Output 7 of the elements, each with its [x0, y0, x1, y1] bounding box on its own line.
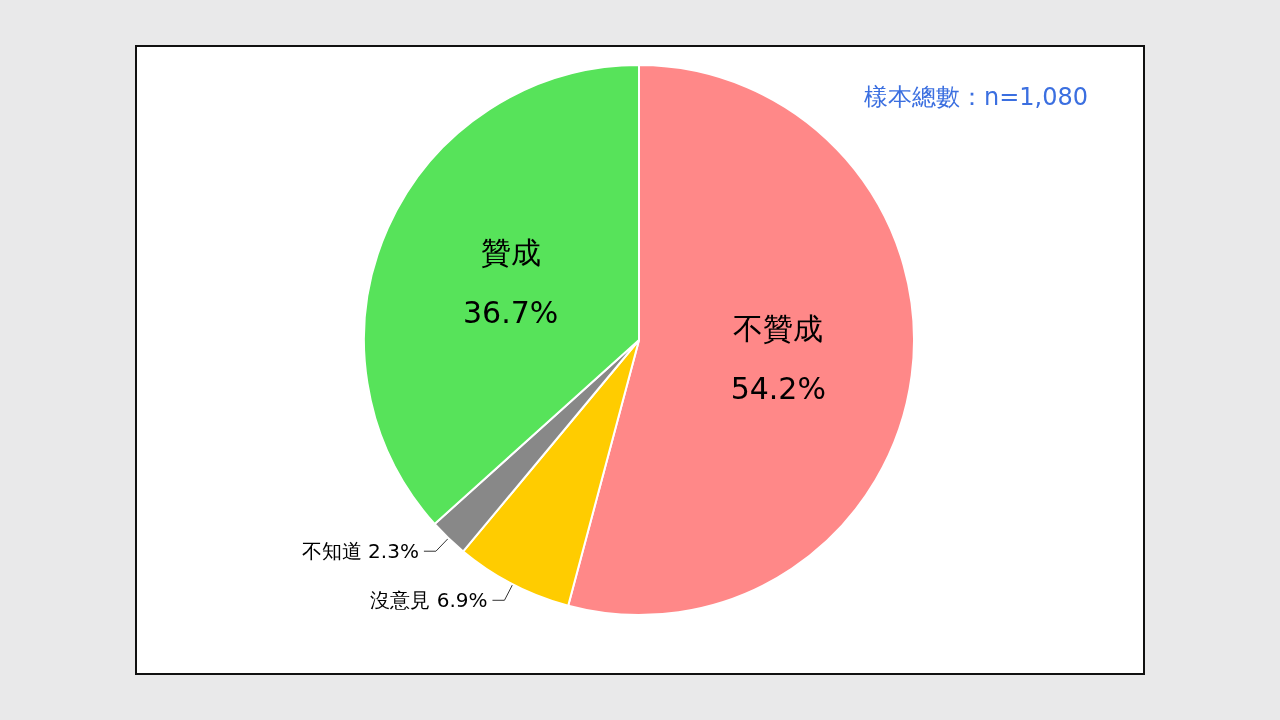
text: 樣本總數：n=1,080 — [863, 83, 1088, 111]
slice-label: 不知道 2.3% — [301, 539, 419, 564]
data-label: 36.7% — [463, 295, 559, 331]
slice-label: 贊成 — [480, 235, 541, 271]
slice-label: 沒意見 6.9% — [370, 588, 488, 613]
data-label: 54.2% — [730, 370, 826, 406]
slice-label: 不贊成 — [733, 310, 824, 346]
